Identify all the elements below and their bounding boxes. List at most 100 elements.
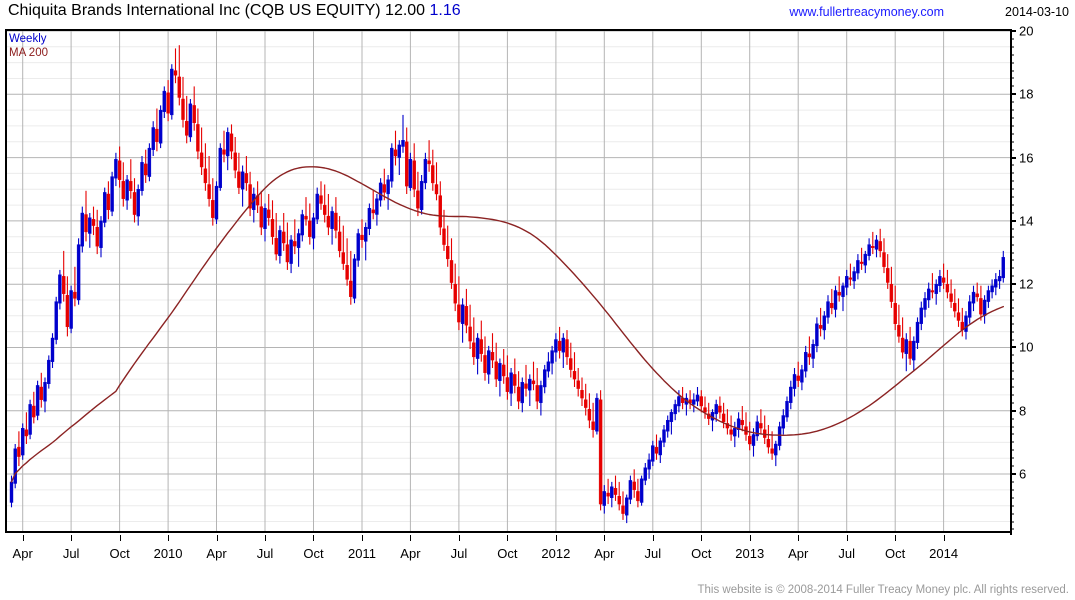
- y-axis-minor-tick: [1010, 354, 1014, 356]
- y-axis-minor-tick: [1010, 85, 1014, 87]
- y-axis: 6 8 10 12 14 16 18 20: [1010, 24, 1075, 535]
- x-axis-tick-label: Apr: [594, 546, 615, 561]
- y-axis-minor-tick: [1010, 212, 1014, 214]
- y-axis-minor-tick: [1010, 149, 1014, 151]
- y-axis-minor-tick: [1010, 172, 1014, 174]
- y-axis-minor-tick: [1010, 331, 1014, 333]
- y-axis-minor-tick: [1010, 267, 1014, 269]
- chart-header: Chiquita Brands International Inc (CQB U…: [0, 0, 1075, 24]
- y-axis-tick-label: 12: [1019, 276, 1034, 292]
- x-axis-tick-label: Apr: [400, 546, 421, 561]
- x-axis-tick-label: 2011: [347, 546, 376, 561]
- x-axis-tick-label: Oct: [885, 546, 906, 561]
- site-url-link[interactable]: www.fullertreacymoney.com: [789, 5, 944, 19]
- y-axis-minor-tick: [1010, 70, 1014, 72]
- candlestick-canvas: [7, 31, 1010, 531]
- y-axis-minor-tick: [1010, 339, 1014, 341]
- y-axis-minor-tick: [1010, 505, 1014, 507]
- y-axis-minor-tick: [1010, 141, 1014, 143]
- y-axis-minor-tick: [1010, 125, 1014, 127]
- y-axis-minor-tick: [1010, 362, 1014, 364]
- y-axis-minor-tick: [1010, 133, 1014, 135]
- y-axis-tick-mark: [1010, 283, 1016, 286]
- x-axis-tick-label: 2013: [735, 546, 765, 561]
- y-axis-tick-label: 20: [1019, 23, 1034, 39]
- y-axis-minor-tick: [1010, 386, 1014, 388]
- chart-legend: Weekly MA 200: [9, 32, 48, 60]
- y-axis-minor-tick: [1010, 46, 1014, 48]
- x-axis-tick-mark: [895, 535, 897, 541]
- legend-item-ma200: MA 200: [9, 47, 48, 59]
- x-axis-tick-mark: [604, 535, 606, 541]
- x-axis-tick-label: 2014: [929, 546, 959, 561]
- x-axis-tick-mark: [119, 535, 121, 541]
- y-axis-minor-tick: [1010, 489, 1014, 491]
- y-axis-tick-mark: [1010, 473, 1016, 476]
- x-axis-tick-mark: [652, 535, 654, 541]
- x-axis-tick-mark: [265, 535, 267, 541]
- x-axis-tick-mark: [168, 535, 170, 541]
- y-axis-minor-tick: [1010, 77, 1014, 79]
- x-axis-tick-mark: [798, 535, 800, 541]
- x-axis-tick-mark: [361, 535, 363, 541]
- y-axis-minor-tick: [1010, 109, 1014, 111]
- y-axis-minor-tick: [1010, 291, 1014, 293]
- x-axis-tick-label: 2012: [541, 546, 571, 561]
- y-axis-minor-tick: [1010, 259, 1014, 261]
- candlestick-series: [9, 45, 1005, 524]
- y-axis-minor-tick: [1010, 513, 1014, 515]
- x-axis-tick-label: Oct: [691, 546, 712, 561]
- y-axis-minor-tick: [1010, 275, 1014, 277]
- y-axis-minor-tick: [1010, 521, 1014, 522]
- x-axis-tick-mark: [22, 535, 24, 541]
- y-axis-line: [1010, 29, 1012, 535]
- y-axis-tick-mark: [1010, 409, 1016, 412]
- y-axis-minor-tick: [1010, 299, 1014, 301]
- y-axis-minor-tick: [1010, 378, 1014, 380]
- x-axis-tick-label: Jul: [838, 546, 855, 561]
- x-axis-tick-label: Jul: [644, 546, 662, 561]
- x-axis-tick-label: Jul: [62, 546, 80, 561]
- y-axis-tick-mark: [1010, 93, 1016, 96]
- x-axis-tick-mark: [943, 535, 945, 541]
- legend-item-weekly: Weekly: [9, 33, 47, 45]
- x-axis-tick-mark: [846, 535, 848, 541]
- y-axis-tick-mark: [1010, 156, 1016, 159]
- x-axis-tick-mark: [749, 535, 751, 541]
- x-axis-tick-mark: [555, 535, 557, 541]
- y-axis-minor-tick: [1010, 457, 1014, 459]
- x-axis-tick-mark: [507, 535, 509, 541]
- x-axis-tick-label: Apr: [788, 546, 809, 561]
- y-axis-tick-mark: [1010, 346, 1016, 349]
- instrument-title: Chiquita Brands International Inc (CQB U…: [8, 2, 426, 19]
- y-axis-minor-tick: [1010, 315, 1014, 317]
- y-axis-minor-tick: [1010, 228, 1014, 230]
- x-axis-tick-mark: [313, 535, 315, 541]
- y-axis-minor-tick: [1010, 62, 1014, 64]
- x-axis-tick-mark: [71, 535, 73, 541]
- as-of-date: 2014-03-10: [1005, 5, 1069, 19]
- y-axis-tick-label: 8: [1019, 403, 1027, 419]
- price-change: 1.16: [429, 2, 461, 19]
- x-axis-tick-label: Jul: [256, 546, 274, 561]
- ma200-line: [10, 166, 1004, 483]
- copyright-footer: This website is © 2008-2014 Fuller Treac…: [697, 584, 1069, 596]
- y-axis-minor-tick: [1010, 481, 1014, 483]
- y-axis-tick-label: 10: [1019, 339, 1034, 355]
- y-axis-minor-tick: [1010, 323, 1014, 325]
- y-axis-minor-tick: [1010, 164, 1014, 166]
- y-axis-minor-tick: [1010, 307, 1014, 309]
- chart-plot-area: [5, 29, 1010, 533]
- y-axis-minor-tick: [1010, 244, 1014, 246]
- y-axis-minor-tick: [1010, 101, 1014, 103]
- x-axis-tick-mark: [701, 535, 703, 541]
- y-axis-tick-label: 18: [1019, 86, 1034, 102]
- page-title: Chiquita Brands International Inc (CQB U…: [8, 2, 461, 20]
- y-axis-minor-tick: [1010, 117, 1014, 119]
- y-axis-tick-label: 14: [1019, 213, 1034, 229]
- x-axis-tick-label: Oct: [497, 546, 518, 561]
- x-axis-tick-mark: [458, 535, 460, 541]
- y-axis-minor-tick: [1010, 418, 1014, 420]
- x-axis-tick-mark: [216, 535, 218, 541]
- x-axis-tick-label: Oct: [303, 546, 324, 561]
